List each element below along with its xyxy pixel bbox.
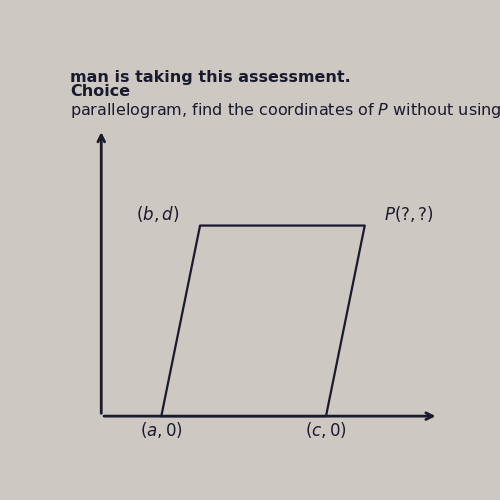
Text: Choice: Choice <box>70 84 130 99</box>
Text: $(a, 0)$: $(a, 0)$ <box>140 420 182 440</box>
Text: $(b, d)$: $(b, d)$ <box>136 204 179 224</box>
Text: man is taking this assessment.: man is taking this assessment. <box>70 70 351 85</box>
Text: $(c, 0)$: $(c, 0)$ <box>305 420 347 440</box>
Text: $P(?, ?)$: $P(?, ?)$ <box>384 204 434 224</box>
Text: parallelogram, find the coordinates of $P$ without using any n: parallelogram, find the coordinates of $… <box>70 102 500 120</box>
